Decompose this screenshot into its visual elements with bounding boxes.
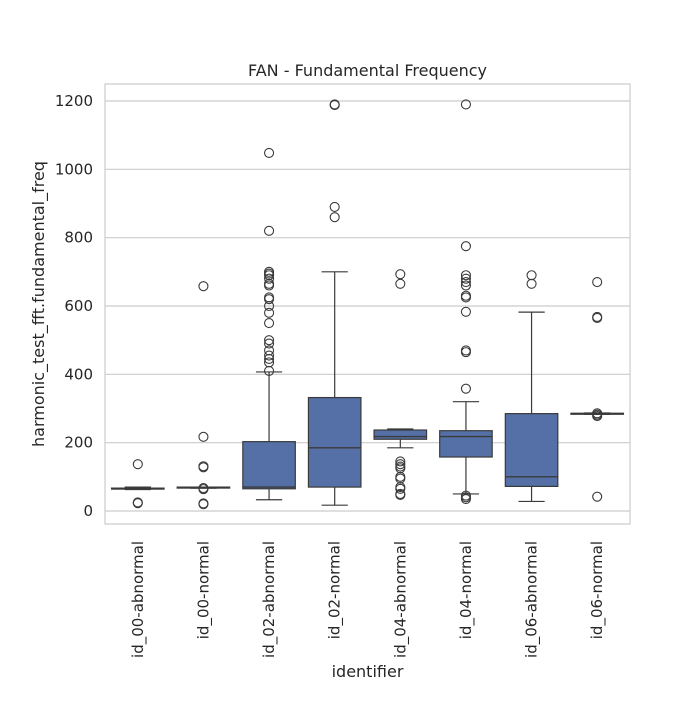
outlier-point: [460, 270, 471, 281]
x-tick-label: id_02-abnormal: [260, 541, 279, 658]
y-tick-label: 600: [64, 297, 93, 315]
grid-layer: [105, 100, 630, 512]
box-iqr: [504, 413, 559, 488]
outlier-point: [460, 490, 471, 501]
outlier-point: [395, 461, 406, 472]
outlier-point: [460, 280, 471, 291]
outlier-point: [264, 350, 275, 361]
outlier-point: [264, 345, 275, 356]
x-tick-label: id_04-abnormal: [391, 541, 410, 658]
outlier-point: [460, 290, 471, 301]
y-tick-label: 200: [64, 434, 93, 452]
outlier-point: [460, 306, 471, 317]
outlier-point: [329, 201, 340, 212]
outlier-point: [329, 212, 340, 223]
outlier-point: [264, 318, 275, 329]
x-tick-labels: id_00-abnormal id_00-normal id_02-abnormal…: [129, 541, 607, 658]
box-group: [439, 99, 493, 505]
box-iqr: [307, 396, 362, 488]
outlier-point: [460, 99, 471, 110]
box-group: [110, 459, 165, 509]
outlier-point: [264, 335, 275, 346]
outlier-point: [264, 273, 275, 284]
chart-title: FAN - Fundamental Frequency: [248, 61, 487, 80]
x-tick-label: id_06-abnormal: [523, 541, 542, 658]
y-tick-label: 400: [64, 365, 93, 383]
outlier-point: [395, 269, 406, 280]
outlier-point: [264, 357, 275, 368]
outlier-point: [395, 456, 406, 467]
y-tick-label: 1200: [55, 92, 93, 110]
outlier-point: [198, 461, 209, 472]
outlier-point: [329, 99, 340, 110]
y-tick-labels: 0 200 400 600 800 1000 1200: [55, 92, 93, 520]
outlier-point: [264, 338, 275, 349]
box-layer: [110, 99, 625, 510]
box-group: [373, 269, 428, 500]
outlier-point: [198, 498, 209, 509]
outlier-point: [132, 459, 143, 470]
outlier-point: [132, 497, 143, 508]
outlier-point: [460, 345, 471, 356]
box-group: [504, 270, 559, 503]
outlier-point: [592, 277, 603, 288]
y-tick-label: 0: [83, 502, 93, 520]
box-iqr: [373, 429, 428, 440]
y-tick-label: 800: [64, 229, 93, 247]
x-tick-label: id_04-normal: [457, 541, 476, 639]
outlier-point: [395, 459, 406, 470]
outlier-point: [592, 491, 603, 502]
outlier-point: [460, 383, 471, 394]
box-group: [570, 277, 625, 502]
outlier-point: [592, 311, 603, 322]
outlier-point: [264, 266, 275, 277]
outlier-point: [395, 278, 406, 289]
box-group: [307, 99, 362, 506]
outlier-point: [264, 225, 275, 236]
outlier-point: [198, 431, 209, 442]
box-group: [176, 281, 231, 510]
box-iqr: [242, 441, 296, 490]
x-axis-label: identifier: [332, 662, 404, 681]
y-tick-label: 1000: [55, 160, 93, 178]
outlier-point: [592, 408, 603, 419]
outlier-point: [526, 270, 537, 281]
outlier-point: [264, 147, 275, 158]
outlier-point: [460, 241, 471, 252]
outlier-point: [264, 307, 275, 318]
outlier-point: [198, 483, 209, 494]
outlier-point: [460, 277, 471, 288]
x-tick-label: id_00-normal: [194, 541, 213, 639]
box-iqr: [439, 430, 493, 458]
outlier-point: [198, 281, 209, 292]
box-group: [242, 147, 296, 501]
y-axis-label: harmonic_test_fft.fundamental_freq: [29, 161, 49, 447]
x-tick-label: id_06-normal: [588, 541, 607, 639]
x-tick-label: id_02-normal: [326, 541, 345, 639]
x-tick-label: id_00-abnormal: [129, 541, 148, 658]
outlier-point: [460, 273, 471, 284]
outlier-point: [264, 292, 275, 303]
plot-frame: [104, 83, 631, 525]
outlier-point: [395, 488, 406, 499]
